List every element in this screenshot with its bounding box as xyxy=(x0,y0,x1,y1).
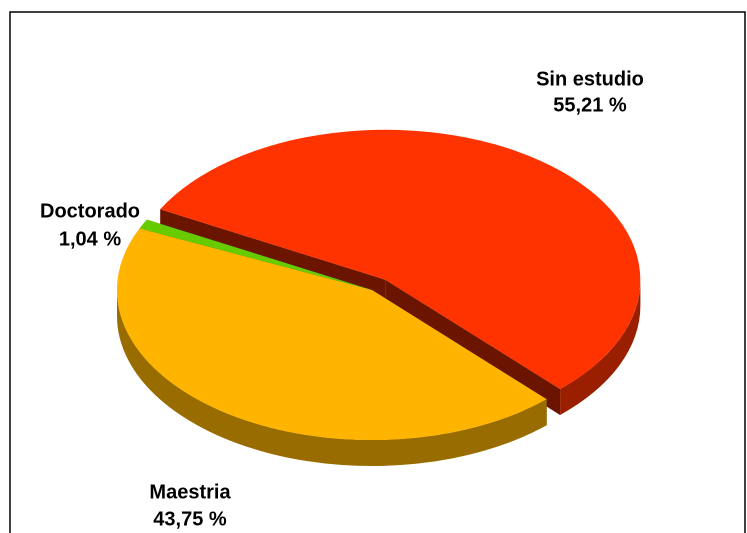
slice-label: Doctorado xyxy=(40,200,140,222)
slice-label: Sin estudio xyxy=(536,68,644,90)
pie-slice xyxy=(139,219,372,290)
slice-value-label: 1,04 % xyxy=(59,228,121,250)
pie-tops xyxy=(116,129,641,441)
slice-side xyxy=(116,290,547,467)
slice-value-label: 43,75 % xyxy=(153,508,227,530)
slice-label: Maestria xyxy=(149,481,231,503)
pie-slice xyxy=(160,129,641,389)
slice-value-label: 55,21 % xyxy=(553,94,627,116)
slice-side xyxy=(560,279,641,415)
pie-slice xyxy=(116,228,547,441)
